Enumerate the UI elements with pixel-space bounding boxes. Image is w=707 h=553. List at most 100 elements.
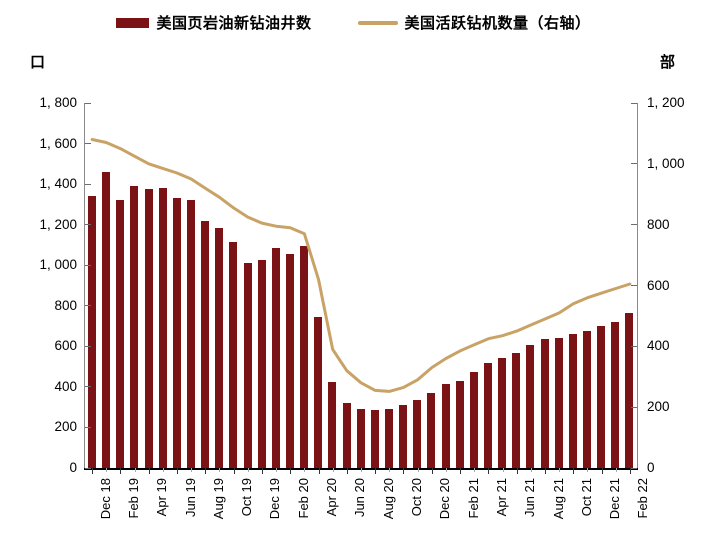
bar — [257, 260, 266, 468]
bar — [271, 248, 280, 468]
right-axis-tick-label: 1, 200 — [647, 95, 685, 110]
right-axis-line — [637, 103, 638, 468]
right-axis-tick — [631, 467, 637, 469]
x-axis-tick — [318, 468, 320, 474]
x-axis-tick — [601, 468, 603, 474]
bar — [102, 171, 111, 468]
bar — [286, 254, 295, 468]
x-axis-tick — [629, 468, 631, 474]
x-axis-tick — [615, 468, 617, 472]
x-axis-tick-label: Aug 21 — [550, 478, 566, 520]
legend-item-new-wells: 美国页岩油新钻油井数 — [116, 12, 311, 33]
bar — [399, 405, 408, 468]
x-axis-tick — [417, 468, 419, 472]
bar — [187, 200, 196, 468]
bar — [469, 371, 478, 468]
x-axis-tick-label: Apr 20 — [324, 478, 340, 517]
x-axis-tick — [233, 468, 235, 474]
bar — [328, 381, 337, 468]
x-axis-tick — [403, 468, 405, 474]
left-axis-tick — [85, 386, 91, 388]
bar — [611, 322, 620, 468]
bar — [300, 245, 309, 468]
bar — [144, 189, 153, 468]
line-swatch-icon — [357, 20, 398, 25]
x-axis-tick-label: Oct 20 — [408, 478, 424, 517]
x-axis-tick-label: Aug 19 — [210, 478, 226, 520]
right-axis-tick — [631, 345, 637, 347]
x-axis-tick — [177, 468, 178, 474]
bar — [356, 409, 365, 468]
left-axis-tick-label: 1, 000 — [39, 257, 77, 273]
left-axis-tick — [85, 102, 91, 104]
x-axis-tick — [460, 468, 462, 474]
bar — [88, 196, 97, 468]
x-axis-tick — [488, 468, 490, 474]
x-axis-tick — [545, 468, 546, 474]
left-axis-tick-label: 1, 200 — [39, 216, 77, 232]
bar — [370, 410, 379, 468]
x-axis-tick-label: Dec 21 — [607, 478, 623, 520]
x-axis-tick — [587, 468, 589, 472]
x-axis-tick-label: Apr 21 — [493, 478, 509, 517]
left-axis-tick — [85, 426, 91, 428]
x-axis-tick — [474, 468, 476, 472]
x-axis-tick — [573, 468, 575, 474]
x-axis-tick-label: Dec 20 — [437, 478, 453, 520]
right-axis-tick-label: 800 — [647, 216, 670, 232]
x-axis-tick — [346, 468, 348, 474]
x-axis-tick — [219, 468, 221, 472]
x-axis-tick-label: Jun 20 — [352, 478, 368, 518]
left-axis-unit: 口 — [30, 54, 46, 71]
bar — [158, 188, 167, 468]
right-axis-tick-label: 200 — [647, 399, 670, 415]
left-axis-tick-label: 1, 600 — [39, 135, 77, 151]
x-axis-tick — [106, 468, 108, 472]
left-axis-tick-label: 1, 400 — [39, 176, 77, 192]
bar — [526, 345, 535, 468]
x-axis-tick — [191, 468, 193, 472]
bar — [116, 200, 125, 468]
rig-count-line — [92, 140, 630, 392]
bar — [554, 338, 563, 468]
right-axis-tick — [631, 406, 637, 408]
right-axis-tick — [631, 224, 637, 226]
legend-label: 美国活跃钻机数量（右轴） — [404, 15, 591, 32]
left-axis-tick-label: 0 — [69, 460, 77, 475]
left-axis-tick-label: 1, 800 — [39, 95, 77, 110]
right-axis-tick-label: 600 — [647, 277, 670, 293]
x-axis-tick — [92, 468, 94, 474]
x-axis-tick — [162, 468, 164, 472]
bar — [498, 357, 507, 468]
x-axis-tick — [261, 468, 263, 474]
bar — [201, 220, 210, 468]
bar — [540, 339, 549, 468]
x-axis-tick — [276, 468, 278, 472]
x-axis-tick — [134, 468, 136, 472]
x-axis-tick-label: Dec 18 — [97, 478, 113, 520]
bar — [229, 241, 238, 468]
legend: 美国页岩油新钻油井数 美国活跃钻机数量（右轴） — [0, 12, 707, 33]
bar — [441, 383, 450, 468]
x-axis-tick — [332, 468, 334, 472]
bar — [215, 227, 224, 468]
x-axis-tick — [205, 468, 207, 474]
right-axis-tick-label: 0 — [647, 460, 655, 475]
left-axis-tick — [85, 183, 91, 185]
right-axis-tick-label: 400 — [647, 338, 670, 354]
x-axis-tick-label: Jun 21 — [522, 478, 538, 518]
right-axis-tick — [631, 102, 637, 104]
bar — [512, 353, 521, 468]
bar — [413, 400, 422, 468]
x-axis-tick — [304, 468, 306, 472]
bar-swatch-icon — [116, 17, 150, 28]
plot-area: 1, 800 1, 600 1, 400 1, 200 1, 000 800 600 400 2… — [39, 96, 684, 520]
x-axis-tick-label: Aug 20 — [380, 478, 396, 520]
x-axis-tick — [120, 468, 122, 474]
legend-label: 美国页岩油新钻油井数 — [156, 15, 312, 32]
x-axis-tick — [445, 468, 447, 472]
x-axis-tick-label: Oct 21 — [578, 478, 594, 517]
bar — [455, 380, 464, 468]
left-axis-tick — [85, 224, 91, 226]
